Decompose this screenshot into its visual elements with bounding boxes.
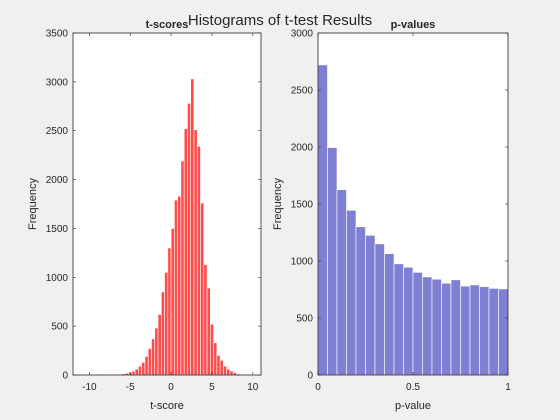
p-values-bar bbox=[393, 263, 404, 376]
t-scores-bar bbox=[213, 342, 218, 376]
p-values-bar bbox=[488, 288, 499, 376]
p-values-bar bbox=[374, 243, 385, 376]
p-values-bar bbox=[355, 226, 366, 376]
t-scores-bar bbox=[160, 291, 165, 376]
p-values-ytick-label: 2500 bbox=[291, 86, 314, 97]
t-scores-bar bbox=[151, 338, 156, 376]
p-values-bar bbox=[384, 253, 395, 376]
p-values-bar bbox=[479, 286, 490, 376]
t-scores-bar bbox=[226, 368, 231, 376]
t-scores-axes-frame bbox=[72, 32, 262, 376]
t-scores-bar bbox=[203, 264, 208, 376]
p-values-bar bbox=[403, 266, 414, 376]
t-scores-subplot-title: t-scores bbox=[146, 19, 189, 31]
t-scores-bar bbox=[223, 365, 227, 376]
t-scores-bar bbox=[174, 199, 178, 376]
t-scores-xtick-label: -10 bbox=[82, 382, 97, 393]
p-values-bar bbox=[336, 189, 347, 376]
p-values-ytick-label: 2000 bbox=[291, 143, 314, 154]
t-scores-xtick-label: 10 bbox=[247, 382, 259, 393]
t-scores-bar bbox=[134, 368, 139, 376]
t-scores-bar bbox=[196, 146, 201, 376]
p-values-bar bbox=[460, 285, 471, 376]
t-scores-bar bbox=[190, 78, 195, 376]
t-scores-bar bbox=[170, 228, 175, 376]
p-values-ticks: 0 0.5 1 0 500 1000 1500 2000 2500 3000 bbox=[291, 29, 511, 394]
p-values-bar bbox=[346, 209, 357, 376]
p-values-bar bbox=[327, 147, 338, 376]
p-values-bar bbox=[412, 272, 423, 376]
t-scores-bar bbox=[131, 370, 136, 376]
t-scores-bar bbox=[210, 323, 214, 376]
p-values-ytick-label: 1000 bbox=[291, 257, 314, 268]
p-values-bar bbox=[365, 235, 376, 376]
t-scores-bar bbox=[154, 327, 159, 376]
t-scores-bar bbox=[200, 202, 205, 376]
p-values-bar bbox=[422, 276, 433, 376]
t-scores-bar bbox=[180, 160, 185, 376]
t-scores-bar bbox=[144, 356, 149, 376]
t-scores-bar bbox=[141, 361, 146, 376]
p-values-ytick-label: 1500 bbox=[291, 200, 314, 211]
t-scores-ytick-label: 1000 bbox=[46, 273, 69, 284]
t-scores-ytick-label: 500 bbox=[51, 322, 68, 333]
p-values-subplot-title: p-values bbox=[391, 19, 436, 31]
t-scores-ytick-label: 2000 bbox=[46, 175, 69, 186]
t-scores-xtick-label: 5 bbox=[209, 382, 215, 393]
t-scores-bar bbox=[177, 195, 182, 376]
p-values-ytick-label: 0 bbox=[307, 371, 313, 382]
p-values-xtick-label: 0 bbox=[315, 382, 321, 393]
t-scores-xlabel: t-score bbox=[150, 400, 184, 412]
p-values-bar bbox=[498, 288, 509, 376]
t-scores-bar bbox=[147, 348, 152, 376]
t-scores-bar bbox=[193, 129, 198, 376]
t-scores-bar bbox=[157, 314, 162, 376]
t-scores-bars bbox=[87, 78, 247, 376]
t-scores-ylabel: Frequency bbox=[27, 178, 39, 230]
p-values-axes: 0 0.5 1 0 500 1000 1500 2000 2500 3000 p-values p… bbox=[272, 19, 511, 412]
t-scores-bar bbox=[164, 272, 169, 376]
p-values-xlabel: p-value bbox=[395, 400, 431, 412]
p-values-xtick-label: 0.5 bbox=[406, 382, 420, 393]
p-values-ytick-label: 3000 bbox=[291, 29, 314, 40]
t-scores-bar bbox=[167, 247, 172, 376]
t-scores-axes: -10 -5 0 5 10 0 500 1000 1500 2000 2500 3000 3500 t-… bbox=[27, 19, 262, 412]
p-values-bars bbox=[317, 64, 509, 376]
t-scores-bar bbox=[216, 355, 221, 376]
t-scores-ytick-label: 2500 bbox=[46, 126, 69, 137]
p-values-bar bbox=[317, 64, 328, 376]
t-scores-ytick-label: 0 bbox=[62, 371, 68, 382]
t-scores-bar bbox=[183, 128, 188, 376]
p-values-xtick-label: 1 bbox=[505, 382, 511, 393]
t-scores-ytick-label: 3500 bbox=[46, 29, 69, 40]
t-scores-ytick-label: 1500 bbox=[46, 224, 69, 235]
t-scores-ytick-label: 3000 bbox=[46, 77, 69, 88]
t-scores-xtick-label: 0 bbox=[168, 382, 174, 393]
t-scores-bar bbox=[187, 103, 192, 376]
t-scores-bar bbox=[206, 287, 211, 376]
t-scores-ticks: -10 -5 0 5 10 0 500 1000 1500 2000 2500 3000 3500 bbox=[46, 29, 261, 393]
p-values-bar bbox=[431, 278, 442, 376]
t-scores-bar bbox=[219, 360, 224, 376]
p-values-bar bbox=[469, 284, 480, 376]
t-scores-bar bbox=[229, 370, 234, 376]
p-values-bar bbox=[450, 279, 461, 376]
figure-title: Histograms of t-test Results bbox=[188, 12, 372, 29]
t-scores-xtick-label: -5 bbox=[126, 382, 135, 393]
p-values-bar bbox=[441, 282, 452, 376]
t-scores-bar bbox=[138, 365, 142, 376]
p-values-ylabel: Frequency bbox=[272, 178, 284, 230]
p-values-ytick-label: 500 bbox=[296, 314, 313, 325]
